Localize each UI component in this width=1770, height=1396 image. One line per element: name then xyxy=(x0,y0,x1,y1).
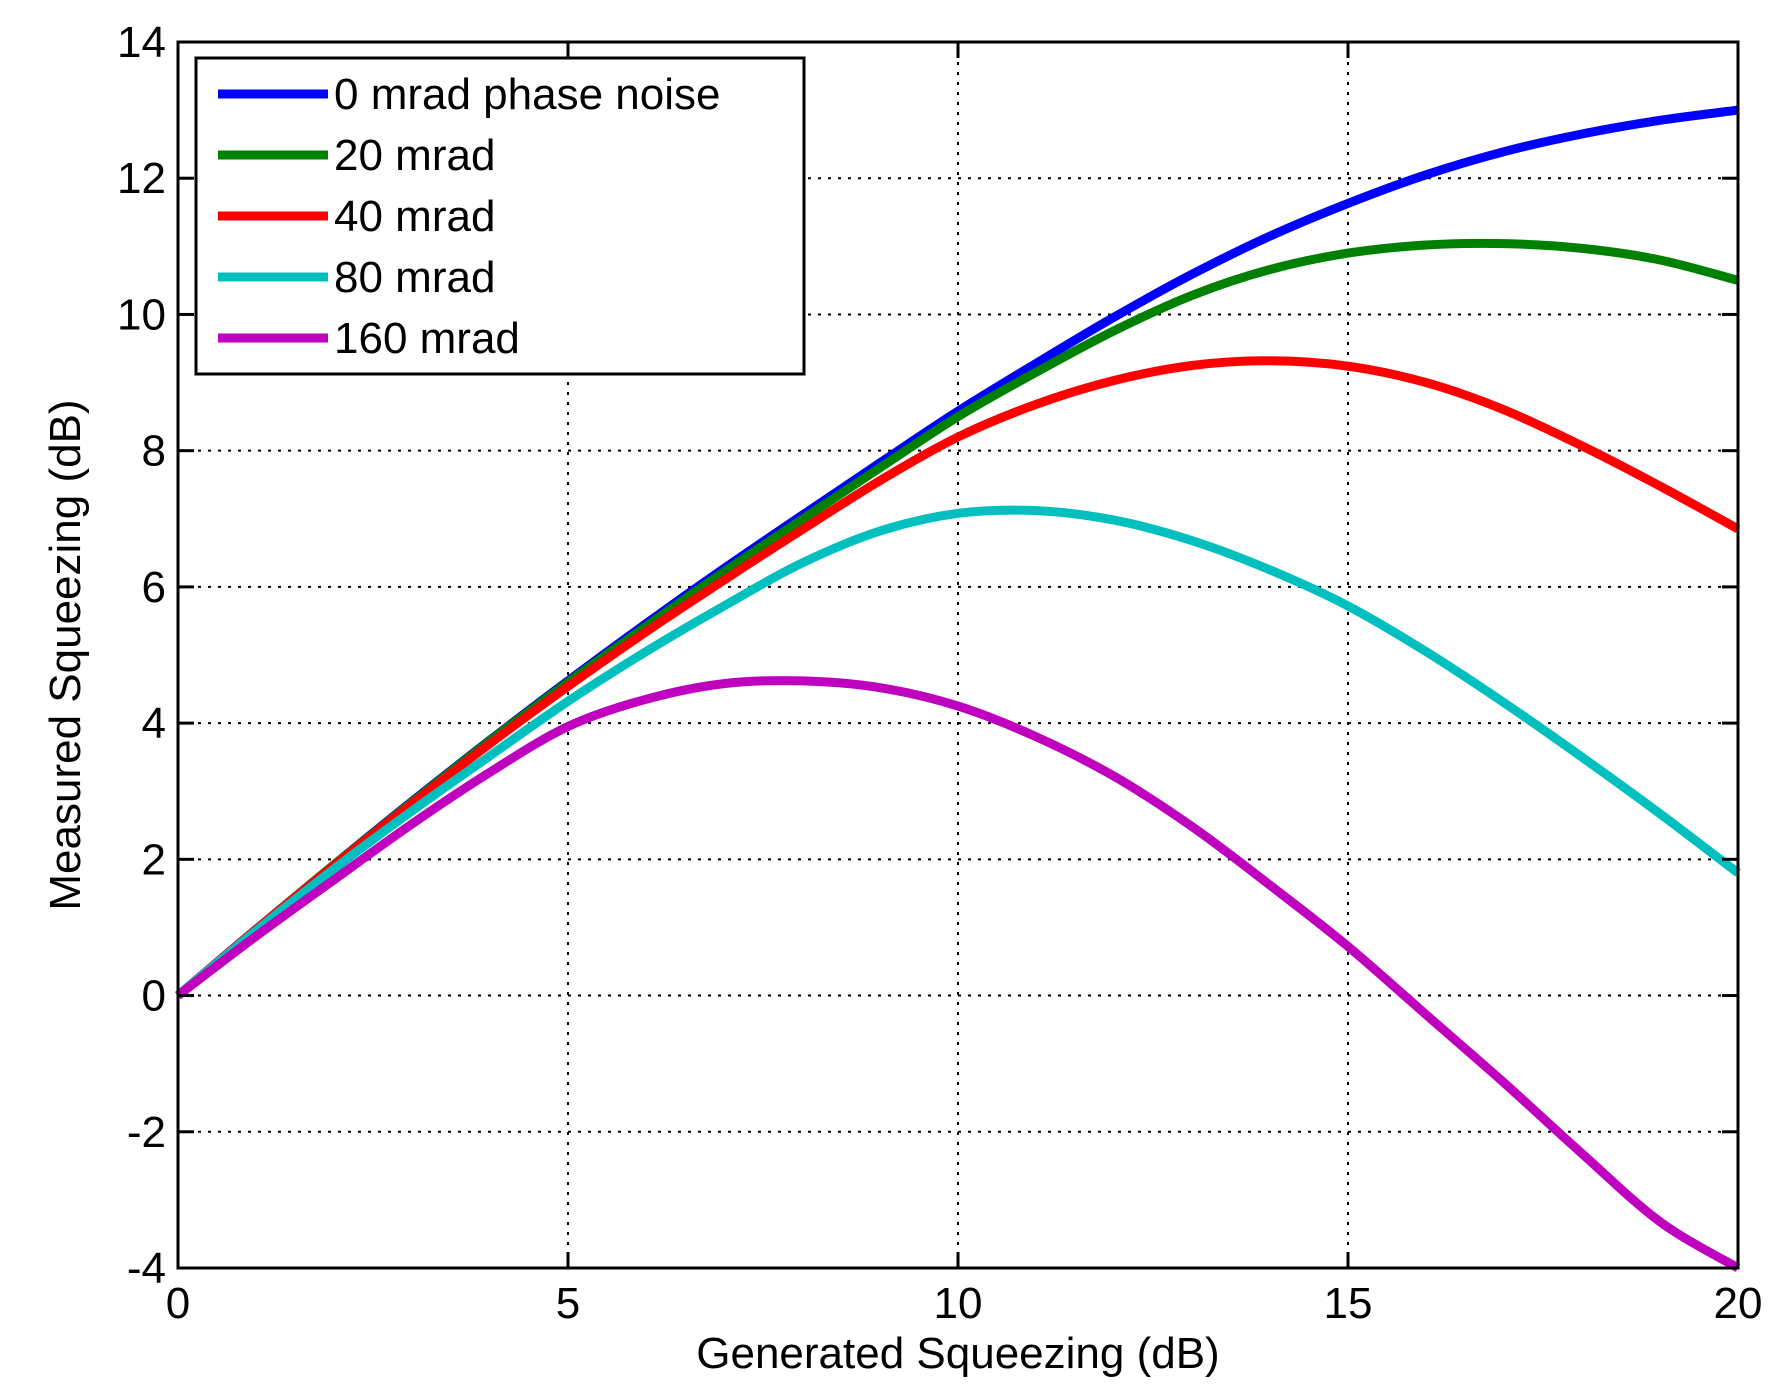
series-line-2 xyxy=(175,356,1741,1000)
legend-label: 80 mrad xyxy=(334,253,495,302)
series-line-3 xyxy=(175,505,1741,1000)
y-tick-label: 6 xyxy=(142,563,166,612)
y-tick-label: 2 xyxy=(142,835,166,884)
x-tick-label: 5 xyxy=(556,1279,580,1328)
legend-entries: 0 mrad phase noise 20 mrad 40 mrad 80 mrad 1… xyxy=(218,70,720,363)
x-tick-label: 0 xyxy=(166,1279,190,1328)
x-tick-label: 15 xyxy=(1324,1279,1373,1328)
y-tick-label: 10 xyxy=(117,290,166,339)
series-line-4 xyxy=(175,676,1741,1272)
legend: 0 mrad phase noise 20 mrad 40 mrad 80 mrad 1… xyxy=(194,56,806,376)
x-tick-label: 20 xyxy=(1714,1279,1763,1328)
y-tick-label: 12 xyxy=(117,154,166,203)
y-tick-label: 14 xyxy=(117,18,166,67)
x-axis-label: Generated Squeezing (dB) xyxy=(696,1329,1219,1378)
y-tick-label: -4 xyxy=(127,1244,166,1293)
axis-ticks xyxy=(176,40,1740,1270)
tick-labels: 0 5 10 15 20 -4 -2 0 2 4 6 8 10 12 14 xyxy=(117,18,1762,1328)
legend-label: 20 mrad xyxy=(334,131,495,180)
y-tick-label: 8 xyxy=(142,427,166,476)
y-tick-label: 4 xyxy=(142,699,166,748)
y-tick-label: -2 xyxy=(127,1108,166,1157)
x-tick-label: 10 xyxy=(934,1279,983,1328)
data-series xyxy=(175,105,1741,1272)
y-axis-label: Measured Squeezing (dB) xyxy=(41,399,90,910)
y-tick-label: 0 xyxy=(142,972,166,1021)
legend-label: 40 mrad xyxy=(334,192,495,241)
legend-label: 0 mrad phase noise xyxy=(334,70,720,119)
legend-label: 160 mrad xyxy=(334,314,520,363)
